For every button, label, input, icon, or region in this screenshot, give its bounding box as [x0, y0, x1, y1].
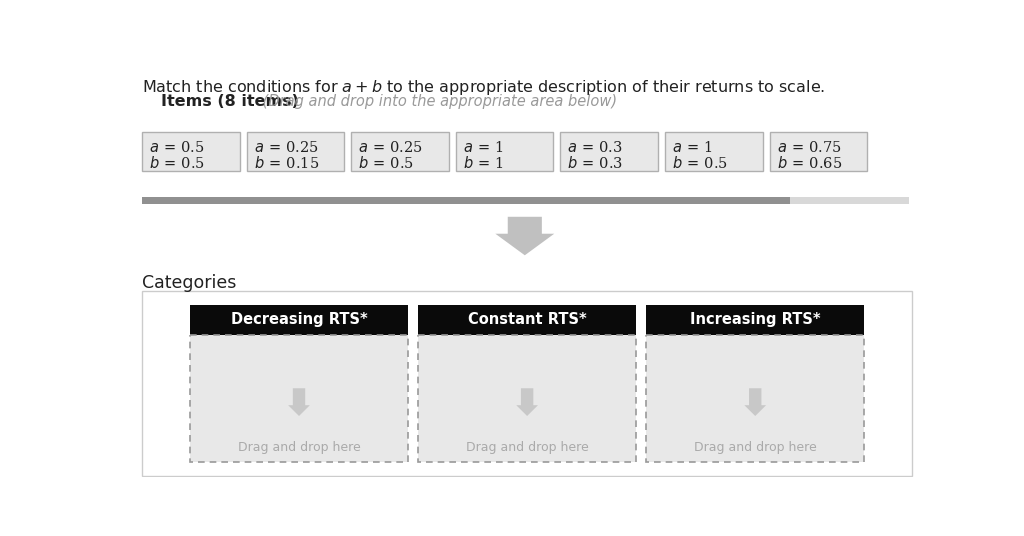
Bar	[418, 334, 636, 463]
Bar	[351, 132, 449, 170]
Bar	[418, 306, 636, 334]
Bar	[456, 132, 554, 170]
Text: $b$$\, =\, $0.65: $b$$\, =\, $0.65	[776, 155, 842, 171]
Bar	[560, 132, 658, 170]
Bar	[665, 132, 763, 170]
Text: Decreasing RTS*: Decreasing RTS*	[230, 312, 368, 327]
Text: $a$$\, =\, $1: $a$$\, =\, $1	[463, 140, 504, 155]
Polygon shape	[516, 388, 538, 416]
Bar	[142, 197, 909, 204]
Bar	[142, 197, 791, 204]
Text: $b$$\, =\, $0.15: $b$$\, =\, $0.15	[254, 155, 318, 171]
Polygon shape	[744, 388, 766, 416]
Text: Constant RTS*: Constant RTS*	[468, 312, 587, 327]
Text: Drag and drop here: Drag and drop here	[466, 441, 589, 453]
Bar	[190, 334, 408, 463]
Polygon shape	[496, 217, 554, 255]
Text: $b$$\, =\, $0.5: $b$$\, =\, $0.5	[358, 155, 415, 171]
Text: (Drag and drop into the appropriate area below): (Drag and drop into the appropriate area…	[258, 94, 617, 109]
Text: $b$$\, =\, $0.3: $b$$\, =\, $0.3	[567, 155, 624, 171]
Text: Match the conditions for $a + b$ to the appropriate description of their returns: Match the conditions for $a + b$ to the …	[142, 78, 825, 97]
Polygon shape	[288, 388, 310, 416]
Text: $a$$\, =\, $0.75: $a$$\, =\, $0.75	[776, 140, 842, 155]
Text: Increasing RTS*: Increasing RTS*	[690, 312, 820, 327]
Text: $a$$\, =\, $0.3: $a$$\, =\, $0.3	[567, 140, 624, 155]
Text: $b$$\, =\, $1: $b$$\, =\, $1	[463, 155, 504, 171]
Text: Drag and drop here: Drag and drop here	[238, 441, 360, 453]
Text: $b$$\, =\, $0.5: $b$$\, =\, $0.5	[672, 155, 728, 171]
Text: $a$$\, =\, $0.25: $a$$\, =\, $0.25	[254, 140, 318, 155]
Bar	[142, 292, 912, 477]
Text: $a$$\, =\, $0.5: $a$$\, =\, $0.5	[148, 140, 205, 155]
Text: Items (8 items): Items (8 items)	[161, 94, 298, 109]
Bar	[190, 306, 408, 334]
Bar	[247, 132, 344, 170]
Bar	[646, 306, 864, 334]
Bar	[770, 132, 867, 170]
Bar	[142, 132, 240, 170]
Text: Categories: Categories	[142, 274, 237, 292]
Text: $a$$\, =\, $1: $a$$\, =\, $1	[672, 140, 713, 155]
Bar	[646, 334, 864, 463]
Text: Drag and drop here: Drag and drop here	[694, 441, 816, 453]
Text: $b$$\, =\, $0.5: $b$$\, =\, $0.5	[148, 155, 205, 171]
Text: $a$$\, =\, $0.25: $a$$\, =\, $0.25	[358, 140, 423, 155]
